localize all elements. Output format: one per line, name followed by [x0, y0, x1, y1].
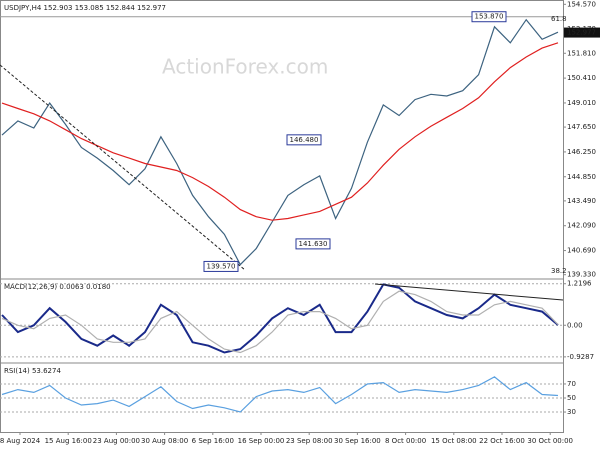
- watermark: ActionForex.com: [162, 55, 328, 79]
- y-tick-label: 146.250: [567, 148, 596, 156]
- series-line: [1, 18, 559, 266]
- annotation-label: 153.870: [475, 13, 504, 21]
- annotation-box: [295, 238, 331, 250]
- current-price-label: 152.977: [567, 29, 596, 37]
- current-price-box: [564, 27, 600, 38]
- y-tick-label: 150.410: [567, 74, 596, 82]
- y-tick-label: 139.330: [567, 271, 596, 279]
- series-line: [1, 42, 559, 221]
- series-line: [1, 290, 559, 354]
- y-tick-label: 1.2196: [567, 280, 592, 288]
- x-tick-label: 30 Sep 16:00: [334, 437, 381, 445]
- fib-label: 38.2: [551, 267, 567, 275]
- panel-title: RSI(14) 53.6274: [4, 367, 61, 375]
- annotation-box: [471, 11, 507, 23]
- y-tick-label: 140.690: [567, 247, 596, 255]
- x-tick-label: 15 Oct 08:00: [431, 437, 477, 445]
- annotation-box: [286, 134, 322, 146]
- panel-title: MACD(12,26,9) 0.0063 0.0180: [4, 283, 111, 291]
- annotation-label: 139.570: [207, 262, 236, 270]
- y-tick-label: 30: [567, 408, 576, 416]
- x-tick-label: 8 Oct 00:00: [385, 437, 426, 445]
- annotation-box: [203, 260, 239, 272]
- series-line: [1, 283, 559, 354]
- y-tick-label: 50: [567, 394, 576, 402]
- x-tick-label: 30 Oct 00:00: [527, 437, 573, 445]
- y-tick-label: 143.490: [567, 197, 596, 205]
- y-tick-label: 151.810: [567, 49, 596, 57]
- annotation-label: 141.630: [299, 240, 328, 248]
- x-tick-label: 22 Oct 16:00: [479, 437, 525, 445]
- fib-label: 61.8: [551, 15, 567, 23]
- frame: [0, 0, 564, 433]
- x-tick-label: 30 Aug 08:00: [141, 437, 188, 445]
- y-tick-label: 0.00: [567, 321, 583, 329]
- x-tick-label: 16 Sep 00:00: [238, 437, 285, 445]
- x-tick-label: 23 Sep 08:00: [286, 437, 333, 445]
- trend-line: [0, 64, 246, 271]
- x-tick-label: 23 Aug 00:00: [93, 437, 140, 445]
- panel-title: USDJPY,H4 152.903 153.085 152.844 152.97…: [4, 4, 166, 12]
- x-tick-label: 8 Aug 2024: [0, 437, 41, 445]
- x-tick-label: 15 Aug 16:00: [45, 437, 92, 445]
- y-tick-label: 154.570: [567, 0, 596, 8]
- annotation-label: 146.480: [290, 136, 319, 144]
- y-tick-label: -0.9287: [567, 353, 594, 361]
- y-tick-label: 147.650: [567, 123, 596, 131]
- y-tick-label: 149.010: [567, 99, 596, 107]
- macd-trend-line: [374, 283, 564, 301]
- x-tick-label: 6 Sep 16:00: [192, 437, 234, 445]
- y-tick-label: 144.850: [567, 173, 596, 181]
- y-tick-label: 70: [567, 380, 576, 388]
- series-line: [1, 376, 559, 413]
- y-tick-label: 142.090: [567, 222, 596, 230]
